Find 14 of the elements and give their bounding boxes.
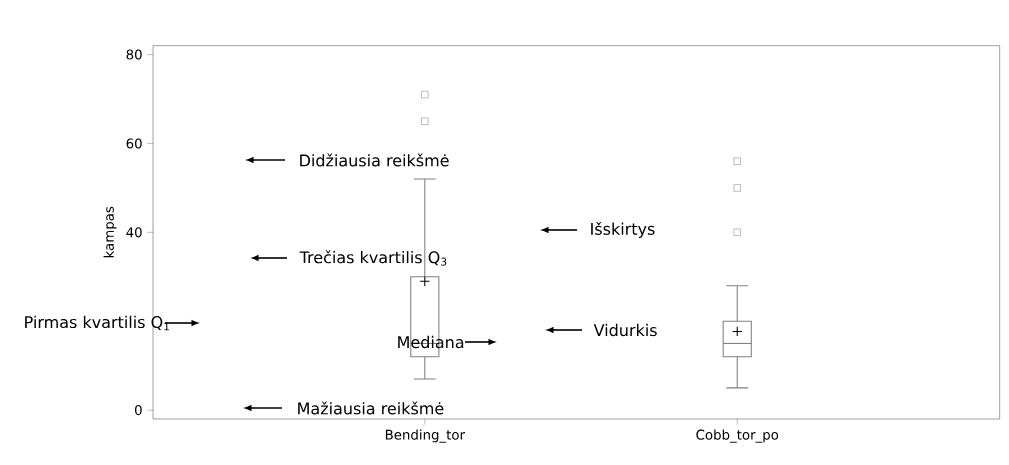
annotation: Mediana <box>398 335 464 349</box>
annotation: Vidurkis <box>593 323 657 337</box>
annotation: Pirmas kvartilis Q$_{1}$ <box>25 315 169 331</box>
y-axis-title: kampas <box>103 206 117 258</box>
annotation: Trečias kvartilis Q$_{3}$ <box>299 250 447 266</box>
y-tick-label: 80 <box>126 49 142 60</box>
annotation: Išskirtys <box>591 221 655 239</box>
annotation: Didžiausia reikšmė <box>300 153 449 167</box>
annotation: Mažiausia reikšmė <box>298 401 444 415</box>
y-tick-label: 60 <box>126 138 142 149</box>
y-tick-label: 0 <box>135 405 142 416</box>
x-tick-label: Bending_tor <box>385 429 466 443</box>
y-tick-label: 40 <box>126 227 142 238</box>
x-tick-label: Cobb_tor_po <box>696 429 779 443</box>
